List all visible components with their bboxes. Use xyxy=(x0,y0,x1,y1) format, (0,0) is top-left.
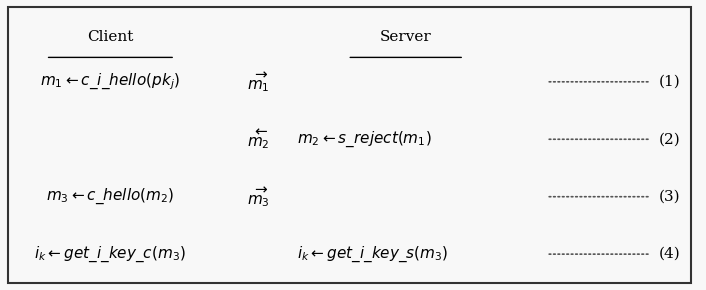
Text: $m_2 \leftarrow s\_reject(m_1)$: $m_2 \leftarrow s\_reject(m_1)$ xyxy=(297,130,431,149)
Text: (3): (3) xyxy=(659,190,681,204)
FancyBboxPatch shape xyxy=(8,7,690,283)
Text: (4): (4) xyxy=(659,247,681,261)
Text: Client: Client xyxy=(88,30,133,44)
Text: $m_3 \leftarrow c\_hello(m_2)$: $m_3 \leftarrow c\_hello(m_2)$ xyxy=(46,187,174,206)
Text: (1): (1) xyxy=(659,75,681,89)
Text: Server: Server xyxy=(380,30,431,44)
Text: $m_1 \leftarrow c\_i\_hello(pk_j)$: $m_1 \leftarrow c\_i\_hello(pk_j)$ xyxy=(40,72,181,92)
Text: $\overleftarrow{m_2}$: $\overleftarrow{m_2}$ xyxy=(247,127,269,151)
Text: $i_k \leftarrow get\_i\_key\_s(m_3)$: $i_k \leftarrow get\_i\_key\_s(m_3)$ xyxy=(297,244,448,264)
Text: $\overrightarrow{m_3}$: $\overrightarrow{m_3}$ xyxy=(246,185,270,209)
Text: $i_k \leftarrow get\_i\_key\_c(m_3)$: $i_k \leftarrow get\_i\_key\_c(m_3)$ xyxy=(35,244,186,264)
Text: (2): (2) xyxy=(659,132,681,146)
Text: $\overrightarrow{m_1}$: $\overrightarrow{m_1}$ xyxy=(247,70,270,94)
